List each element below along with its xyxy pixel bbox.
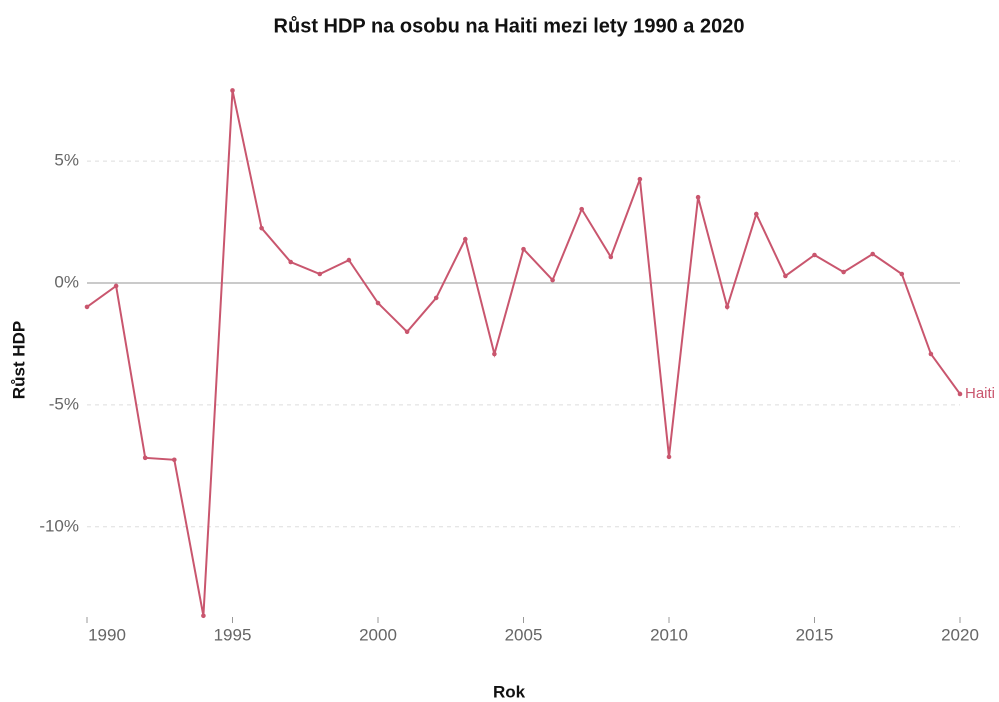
x-tick-label: 2010 — [650, 625, 688, 644]
point — [463, 236, 468, 242]
point — [492, 351, 497, 357]
point — [579, 206, 584, 212]
point — [695, 194, 701, 200]
point — [375, 300, 381, 306]
point — [608, 254, 614, 260]
y-tick-label: 5% — [54, 151, 79, 170]
point — [84, 304, 90, 310]
chart-title: Růst HDP na osobu na Haiti mezi lety 199… — [274, 15, 745, 37]
x-axis-title: Rok — [493, 682, 526, 701]
point — [288, 259, 294, 265]
point — [666, 454, 672, 460]
point — [899, 271, 905, 277]
y-tick-label: -5% — [49, 394, 79, 413]
point — [113, 283, 119, 289]
x-tick-label: 1995 — [214, 625, 252, 644]
point — [259, 225, 264, 231]
point — [433, 295, 439, 301]
point — [783, 273, 788, 279]
point — [521, 246, 526, 252]
point — [230, 88, 235, 93]
x-tick-label: 2005 — [505, 625, 543, 644]
point — [957, 391, 963, 397]
point — [870, 251, 875, 257]
point — [550, 277, 555, 283]
y-axis-title: Růst HDP — [9, 321, 28, 399]
x-tick-label: 1990 — [88, 625, 126, 644]
x-tick-label: 2020 — [941, 625, 979, 644]
x-tick-label: 2015 — [796, 625, 834, 644]
point — [812, 252, 817, 258]
point — [172, 457, 177, 463]
point — [754, 211, 759, 217]
point — [637, 176, 643, 182]
series-label: Haiti — [965, 385, 995, 402]
point — [142, 455, 148, 461]
line — [86, 90, 961, 616]
y-tick-label: 0% — [54, 273, 79, 292]
y-tick-label: -10% — [39, 516, 79, 535]
point — [346, 257, 352, 263]
point — [928, 351, 934, 357]
point — [404, 329, 410, 335]
x-tick-label: 2000 — [359, 625, 397, 644]
point — [317, 271, 323, 277]
point — [841, 269, 846, 275]
point — [201, 613, 206, 619]
point — [724, 304, 730, 310]
